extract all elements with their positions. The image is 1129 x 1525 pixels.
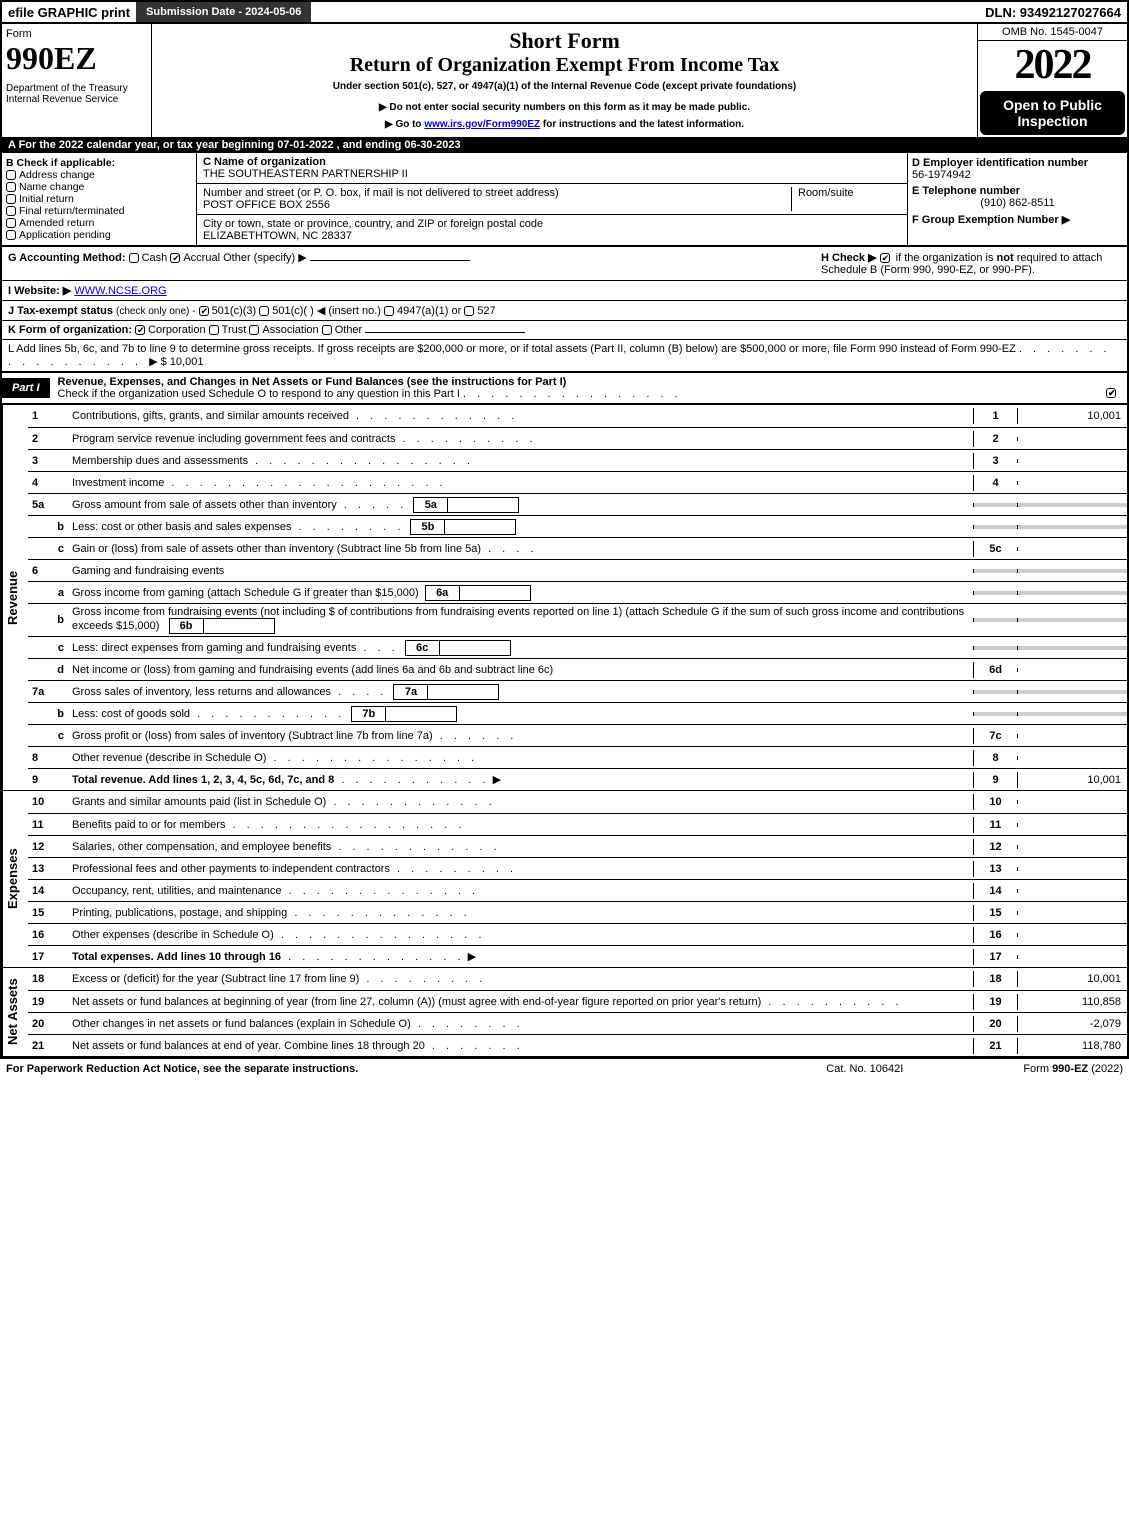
chk-corp[interactable]	[135, 325, 145, 335]
b-label: B Check if applicable:	[6, 157, 192, 169]
dln: DLN: 93492127027664	[979, 3, 1127, 22]
title-return: Return of Organization Exempt From Incom…	[160, 54, 969, 77]
chk-name-change[interactable]	[6, 182, 16, 192]
c-room-label: Room/suite	[798, 187, 854, 199]
form-number: 990EZ	[6, 40, 147, 77]
form-footer: Form 990-EZ (2022)	[1023, 1063, 1123, 1075]
gh-row: G Accounting Method: Cash Accrual Other …	[0, 247, 1129, 280]
omb-number: OMB No. 1545-0047	[978, 24, 1127, 41]
f-label: F Group Exemption Number ▶	[912, 213, 1123, 226]
expenses-label: Expenses	[2, 791, 28, 967]
j-tax-status: J Tax-exempt status (check only one) - 5…	[0, 300, 1129, 320]
ein: 56-1974942	[912, 169, 1123, 181]
open-inspection-badge: Open to Public Inspection	[980, 91, 1125, 135]
chk-schedule-o[interactable]	[1106, 388, 1116, 398]
expenses-section: Expenses 10Grants and similar amounts pa…	[0, 791, 1129, 968]
section-def: D Employer identification number 56-1974…	[907, 153, 1127, 245]
topbar: efile GRAPHIC print Submission Date - 20…	[0, 0, 1129, 24]
chk-501c[interactable]	[259, 306, 269, 316]
part-i-header: Part I Revenue, Expenses, and Changes in…	[0, 373, 1129, 405]
revenue-label: Revenue	[2, 405, 28, 790]
chk-application-pending[interactable]	[6, 230, 16, 240]
telephone: (910) 862-8511	[912, 197, 1123, 209]
e-label: E Telephone number	[912, 185, 1123, 197]
title-short-form: Short Form	[160, 28, 969, 54]
dept-label: Department of the Treasury Internal Reve…	[6, 83, 147, 105]
section-b: B Check if applicable: Address change Na…	[2, 153, 197, 245]
chk-final-return[interactable]	[6, 206, 16, 216]
chk-other-org[interactable]	[322, 325, 332, 335]
efile-label: efile GRAPHIC print	[2, 3, 136, 22]
chk-527[interactable]	[464, 306, 474, 316]
g-label: G Accounting Method:	[8, 252, 126, 264]
irs-link[interactable]: www.irs.gov/Form990EZ	[424, 119, 540, 130]
goto-note: ▶ Go to www.irs.gov/Form990EZ for instru…	[160, 119, 969, 130]
section-c: C Name of organization THE SOUTHEASTERN …	[197, 153, 907, 245]
page-footer: For Paperwork Reduction Act Notice, see …	[0, 1058, 1129, 1079]
k-form-org: K Form of organization: Corporation Trus…	[0, 320, 1129, 339]
chk-h[interactable]	[880, 253, 890, 263]
chk-trust[interactable]	[209, 325, 219, 335]
c-street-label: Number and street (or P. O. box, if mail…	[203, 187, 559, 199]
ssn-note: ▶ Do not enter social security numbers o…	[160, 102, 969, 113]
line-a: A For the 2022 calendar year, or tax yea…	[0, 137, 1129, 153]
net-assets-label: Net Assets	[2, 968, 28, 1056]
chk-accrual[interactable]	[170, 253, 180, 263]
c-name-label: C Name of organization	[203, 156, 326, 168]
form-label: Form	[6, 28, 147, 40]
i-website-row: I Website: ▶ WWW.NCSE.ORG	[0, 280, 1129, 300]
chk-amended-return[interactable]	[6, 218, 16, 228]
i-label: I Website: ▶	[8, 285, 71, 297]
entity-info: B Check if applicable: Address change Na…	[0, 153, 1129, 247]
l-gross-receipts: L Add lines 5b, 6c, and 7b to line 9 to …	[0, 339, 1129, 373]
form-header: Form 990EZ Department of the Treasury In…	[0, 24, 1129, 137]
paperwork-notice: For Paperwork Reduction Act Notice, see …	[6, 1063, 358, 1075]
chk-cash[interactable]	[129, 253, 139, 263]
org-city: ELIZABETHTOWN, NC 28337	[203, 230, 352, 242]
part-i-tab: Part I	[2, 378, 50, 398]
org-name: THE SOUTHEASTERN PARTNERSHIP II	[203, 168, 408, 180]
d-label: D Employer identification number	[912, 157, 1123, 169]
submission-date: Submission Date - 2024-05-06	[136, 2, 311, 22]
subtitle: Under section 501(c), 527, or 4947(a)(1)…	[160, 81, 969, 92]
chk-501c3[interactable]	[199, 306, 209, 316]
chk-address-change[interactable]	[6, 170, 16, 180]
tax-year: 2022	[978, 41, 1127, 89]
chk-4947[interactable]	[384, 306, 394, 316]
org-street: POST OFFICE BOX 2556	[203, 199, 330, 211]
net-assets-section: Net Assets 18Excess or (deficit) for the…	[0, 968, 1129, 1058]
c-city-label: City or town, state or province, country…	[203, 218, 543, 230]
cat-no: Cat. No. 10642I	[826, 1063, 903, 1075]
revenue-section: Revenue 1Contributions, gifts, grants, a…	[0, 405, 1129, 791]
chk-initial-return[interactable]	[6, 194, 16, 204]
part-i-title: Revenue, Expenses, and Changes in Net As…	[50, 373, 1127, 403]
chk-assoc[interactable]	[249, 325, 259, 335]
website-link[interactable]: WWW.NCSE.ORG	[74, 285, 166, 297]
